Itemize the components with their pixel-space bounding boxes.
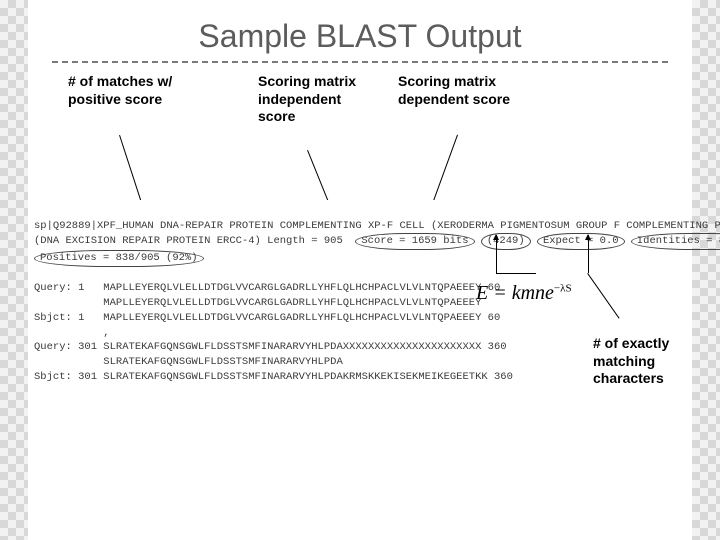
sbjct-line-1: Sbjct: 1 MAPLLEYERQLVLELLDTDGLVVCARGLGAD… bbox=[34, 312, 500, 324]
formula-exponent: −λS bbox=[554, 282, 572, 294]
sbjct-line-2: Sbjct: 301 SLRATEKAFGQNSGWLFLDSSTSMFINAR… bbox=[34, 371, 513, 383]
transparency-checker-left bbox=[0, 0, 28, 540]
connector-line bbox=[119, 135, 144, 209]
blast-header-line1: sp|Q92889|XPF_HUMAN DNA-REPAIR PROTEIN C… bbox=[34, 220, 720, 232]
annotation-labels: # of matches w/ positive score Scoring m… bbox=[28, 73, 692, 141]
label-score-dependent: Scoring matrix dependent score bbox=[398, 73, 558, 108]
label-positives: # of matches w/ positive score bbox=[68, 73, 228, 108]
title-underline bbox=[52, 61, 668, 63]
match-line-1: MAPLLEYERQLVLELLDTDGLVVCARGLGADRLLYHFLQL… bbox=[34, 297, 481, 309]
arrow-to-identities bbox=[588, 235, 589, 273]
arrow-horizontal bbox=[496, 273, 536, 274]
positives-circled: Positives = 838/905 (92%) bbox=[34, 250, 204, 267]
label-identities-annot: # of exactly matching characters bbox=[593, 335, 669, 388]
query-line-1: Query: 1 MAPLLEYERQLVLELLDTDGLVVCARGLGAD… bbox=[34, 282, 500, 294]
slide-title: Sample BLAST Output bbox=[28, 0, 692, 61]
expect-circled: Expect = 0.0 bbox=[537, 233, 625, 250]
arrow-to-expect bbox=[496, 235, 497, 273]
match-line-2: SLRATEKAFGQNSGWLFLDSSTSMFINARARVYHLPDA bbox=[34, 356, 343, 368]
score-bits-circled: Score = 1659 bits bbox=[355, 233, 474, 250]
evalue-formula: E = kmne−λS bbox=[476, 282, 572, 305]
identities-circled: Identities = 838/905 bbox=[631, 233, 720, 250]
formula-base: E = kmne bbox=[476, 282, 554, 304]
score-raw-circled: (4249) bbox=[481, 233, 531, 250]
query-line-2: Query: 301 SLRATEKAFGQNSGWLFLDSSTSMFINAR… bbox=[34, 341, 507, 353]
label-score-independent: Scoring matrix independent score bbox=[258, 73, 388, 126]
blast-header-line2a: (DNA EXCISION REPAIR PROTEIN ERCC-4) Len… bbox=[34, 235, 349, 247]
transparency-checker-right bbox=[692, 0, 720, 540]
slide-content: Sample BLAST Output # of matches w/ posi… bbox=[28, 0, 692, 540]
